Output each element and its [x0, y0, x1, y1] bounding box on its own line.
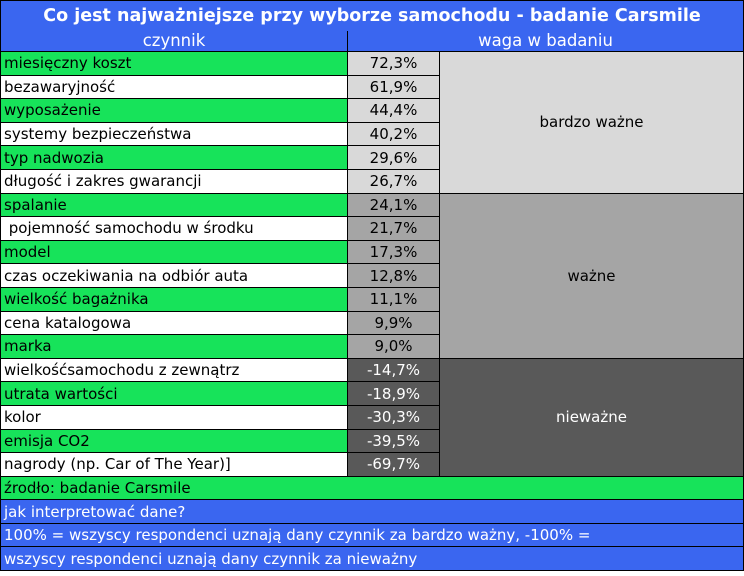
factor-name: wielkośćsamochodu z zewnątrz	[0, 357, 348, 383]
group-important: ważne	[438, 192, 744, 359]
factor-weight: 11,1%	[347, 286, 440, 312]
source-note: źrodło: badanie Carsmile	[0, 475, 744, 501]
factor-name: model	[0, 239, 348, 265]
table-row: kolor -30,3%	[0, 404, 744, 430]
factor-weight: 9,0%	[347, 334, 440, 359]
factor-name: systemy bezpieczeństwa	[0, 121, 348, 147]
factor-weight: -30,3%	[347, 404, 440, 430]
table-row: marka 9,0%	[0, 334, 744, 359]
footer-row: jak interpretować dane?	[0, 499, 744, 524]
factor-name: nagrody (np. Car of The Year)]	[0, 452, 348, 477]
factor-name: miesięczny koszt	[0, 51, 348, 76]
table-row: typ nadwozia 29,6%	[0, 145, 744, 170]
factor-name: utrata wartości	[0, 381, 348, 406]
group-unimportant: nieważne	[438, 357, 744, 477]
factor-weight: 29,6%	[347, 145, 440, 170]
footer-line-2: wszyscy respondenci uznają dany czynnik …	[0, 546, 744, 572]
factor-weight: -18,9%	[347, 381, 440, 406]
table-row: nagrody (np. Car of The Year)] -69,7%	[0, 452, 744, 477]
factor-name: pojemność samochodu w środku	[0, 216, 348, 241]
factor-weight: 40,2%	[347, 121, 440, 147]
factor-name: bezawaryjność	[0, 74, 348, 100]
factor-name: wyposażenie	[0, 98, 348, 123]
footer-line-1: 100% = wszyscy respondenci uznają dany c…	[0, 522, 744, 548]
title-row: Co jest najważniejsze przy wyborze samoc…	[0, 0, 744, 31]
factor-name: spalanie	[0, 192, 348, 218]
group-very-important: bardzo ważne	[438, 51, 744, 194]
factor-weight: 44,4%	[347, 98, 440, 123]
factor-weight: 61,9%	[347, 74, 440, 100]
factor-name: cena katalogowa	[0, 310, 348, 336]
table-row: systemy bezpieczeństwa 40,2%	[0, 121, 744, 147]
header-factor: czynnik	[0, 31, 348, 52]
table-row: cena katalogowa 9,9%	[0, 310, 744, 336]
footer-row: 100% = wszyscy respondenci uznają dany c…	[0, 522, 744, 548]
header-weight: waga w badaniu	[346, 31, 744, 52]
table-row: czas oczekiwania na odbiór auta 12,8%	[0, 263, 744, 288]
table-row: model 17,3%	[0, 239, 744, 265]
table-row: utrata wartości -18,9%	[0, 381, 744, 406]
factor-name: czas oczekiwania na odbiór auta	[0, 263, 348, 288]
table-row: spalanie 24,1% ważne	[0, 192, 744, 359]
source-row: źrodło: badanie Carsmile	[0, 475, 744, 501]
table-row: wielkośćsamochodu z zewnątrz -14,7% niew…	[0, 357, 744, 477]
table-row: miesięczny koszt 72,3% bardzo ważne	[0, 51, 744, 194]
factor-name: typ nadwozia	[0, 145, 348, 170]
factor-weight: -39,5%	[347, 428, 440, 454]
factor-weight: -69,7%	[347, 452, 440, 477]
factor-name: kolor	[0, 404, 348, 430]
table-row: wielkość bagażnika 11,1%	[0, 286, 744, 312]
factor-name: emisja CO2	[0, 428, 348, 454]
table-row: długość i zakres gwarancji 26,7%	[0, 168, 744, 194]
factor-name: wielkość bagażnika	[0, 286, 348, 312]
header-row: czynnik waga w badaniu	[0, 31, 744, 52]
factor-name: długość i zakres gwarancji	[0, 168, 348, 194]
factor-name: marka	[0, 334, 348, 359]
factor-weight: 72,3%	[347, 51, 440, 76]
factor-weight: 9,9%	[347, 310, 440, 336]
footer-question: jak interpretować dane?	[0, 499, 744, 524]
factor-weight: 24,1%	[347, 192, 440, 218]
table-row: emisja CO2 -39,5%	[0, 428, 744, 454]
table-row: wyposażenie 44,4%	[0, 98, 744, 123]
table-row: bezawaryjność 61,9%	[0, 74, 744, 100]
factor-weight: 17,3%	[347, 239, 440, 265]
table-row: pojemność samochodu w środku 21,7%	[0, 216, 744, 241]
table-title: Co jest najważniejsze przy wyborze samoc…	[0, 0, 744, 31]
factor-weight: 21,7%	[347, 216, 440, 241]
factor-weight: 12,8%	[347, 263, 440, 288]
factor-weight: -14,7%	[347, 357, 440, 383]
factor-weight: 26,7%	[347, 168, 440, 194]
footer-row: wszyscy respondenci uznają dany czynnik …	[0, 546, 744, 572]
